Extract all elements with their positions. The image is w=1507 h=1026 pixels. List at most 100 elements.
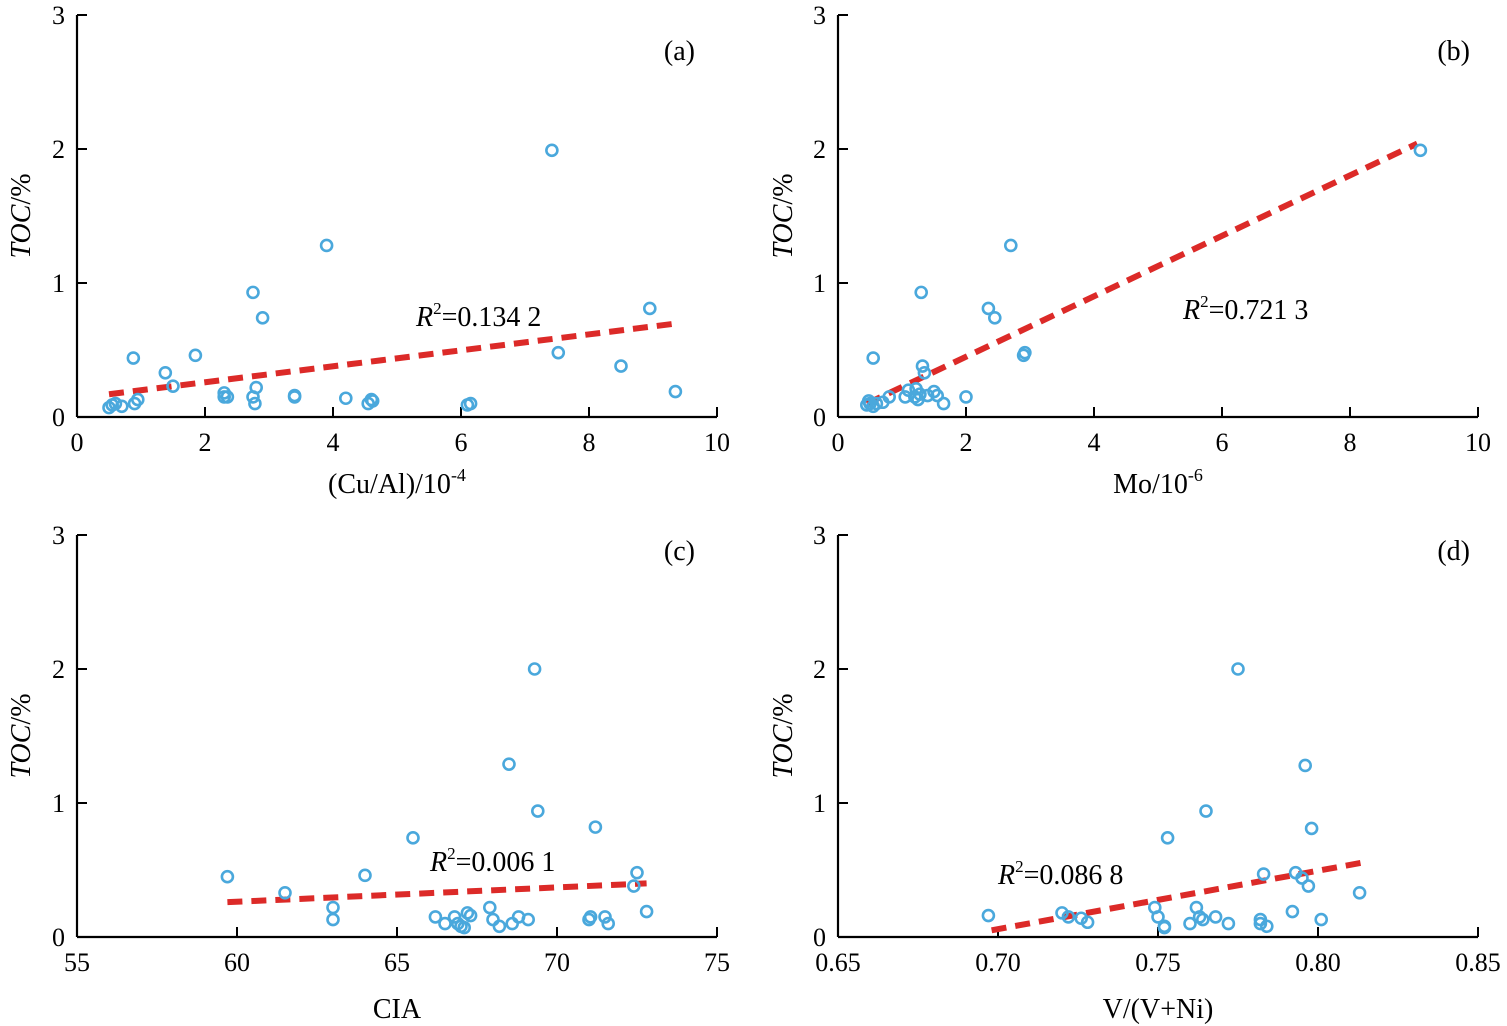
- data-point: [1231, 662, 1245, 676]
- data-point: [930, 388, 945, 403]
- data-point: [482, 900, 497, 915]
- data-point: [898, 390, 913, 404]
- data-point: [1151, 910, 1165, 924]
- r-squared-superscript: 2: [447, 844, 456, 863]
- x-tick-label: 70: [544, 948, 570, 977]
- data-point: [1160, 831, 1175, 845]
- x-tick-label: 8: [583, 428, 596, 457]
- x-tick-label: 75: [704, 948, 730, 977]
- x-tick-label: 0: [71, 428, 84, 457]
- x-tick-label: 60: [224, 948, 250, 977]
- chart-panel-3: 0 1 2 3 0.65 0.70 0.75 0.80 0.85 V/(V+Ni) TOC/% (d)…: [768, 521, 1501, 1025]
- data-point: [166, 379, 180, 393]
- data-point: [428, 910, 443, 924]
- data-point: [936, 396, 951, 411]
- data-point: [583, 910, 598, 924]
- data-point: [358, 868, 372, 883]
- data-point: [981, 908, 996, 923]
- data-point: [1061, 910, 1076, 924]
- y-tick-label: 0: [52, 403, 65, 432]
- data-point: [626, 879, 641, 893]
- data-point: [1183, 916, 1197, 931]
- y-tick-label: 3: [813, 1, 826, 30]
- y-axis-label-text: TOC: [6, 724, 37, 778]
- data-point: [869, 396, 884, 411]
- regression-line: [108, 320, 679, 398]
- data-point: [463, 396, 478, 411]
- data-point: [406, 831, 420, 845]
- data-point: [326, 900, 340, 915]
- regression-line: [865, 140, 1419, 407]
- data-point: [527, 662, 542, 676]
- x-axis-label: V/(V+Ni): [1103, 994, 1214, 1025]
- data-point: [530, 804, 545, 818]
- y-axis-label: TOC/%: [6, 173, 37, 258]
- data-point: [115, 399, 129, 414]
- y-tick-label: 2: [52, 135, 65, 164]
- data-point: [255, 311, 270, 325]
- r-squared-value: =0.006 1: [456, 847, 556, 878]
- data-point: [1285, 904, 1300, 919]
- data-point: [365, 394, 380, 408]
- x-axis-label-text: CIA: [373, 994, 422, 1025]
- r-squared-label: R2=0.721 3: [1182, 292, 1308, 326]
- r-squared-label: R2=0.134 2: [415, 299, 541, 333]
- data-point: [1221, 916, 1236, 931]
- data-point: [882, 390, 897, 404]
- x-axis-label-text: Mo/10: [1113, 469, 1188, 500]
- data-point: [959, 390, 973, 404]
- x-axis-label-text: (Cu/Al)/10: [328, 469, 451, 500]
- x-tick-label: 0.70: [975, 948, 1021, 977]
- x-axis-label: (Cu/Al)/10-4: [328, 465, 466, 500]
- y-tick-label: 0: [52, 923, 65, 952]
- y-tick-label: 0: [813, 923, 826, 952]
- data-point: [1295, 871, 1309, 885]
- y-tick-label: 3: [813, 521, 826, 550]
- data-point: [326, 912, 340, 927]
- data-point: [131, 392, 145, 407]
- x-tick-label: 2: [960, 428, 973, 457]
- data-point: [338, 391, 353, 406]
- y-axis-label-unit: /%: [768, 693, 799, 724]
- data-point: [220, 869, 235, 884]
- data-point: [158, 365, 173, 380]
- y-tick-label: 1: [52, 789, 65, 818]
- y-axis-label-unit: /%: [6, 173, 37, 204]
- data-point: [1301, 879, 1316, 893]
- r-squared-symbol: R: [997, 860, 1015, 891]
- r-squared-superscript: 2: [433, 299, 442, 318]
- data-point: [668, 384, 683, 399]
- data-point: [913, 387, 927, 402]
- data-point: [188, 348, 203, 363]
- panel-tag: (d): [1437, 536, 1470, 567]
- y-axis-label: TOC/%: [768, 173, 799, 258]
- x-tick-label: 4: [1088, 428, 1101, 457]
- r-squared-value: =0.721 3: [1209, 295, 1309, 326]
- data-point: [486, 912, 500, 927]
- data-point: [915, 359, 930, 373]
- data-point: [601, 916, 616, 931]
- r-squared-symbol: R: [415, 302, 433, 333]
- data-point: [521, 912, 536, 927]
- r-squared-value: =0.086 8: [1024, 860, 1124, 891]
- panel-tag: (a): [664, 36, 695, 67]
- data-point: [1314, 912, 1328, 927]
- data-point: [588, 820, 603, 834]
- r-squared-value: =0.134 2: [442, 302, 542, 333]
- panel-tag: (b): [1437, 36, 1470, 67]
- x-tick-label: 0.65: [815, 948, 861, 977]
- data-point: [917, 365, 932, 380]
- data-point: [249, 380, 264, 395]
- x-tick-label: 6: [455, 428, 468, 457]
- x-axis-label-text: V/(V+Ni): [1103, 994, 1214, 1025]
- y-axis-label-text: TOC: [6, 204, 37, 258]
- data-point: [278, 885, 292, 900]
- y-tick-label: 1: [813, 789, 826, 818]
- data-point: [1196, 912, 1210, 927]
- data-point: [502, 757, 516, 771]
- y-tick-label: 2: [52, 655, 65, 684]
- data-point: [126, 351, 141, 365]
- y-tick-label: 1: [813, 269, 826, 298]
